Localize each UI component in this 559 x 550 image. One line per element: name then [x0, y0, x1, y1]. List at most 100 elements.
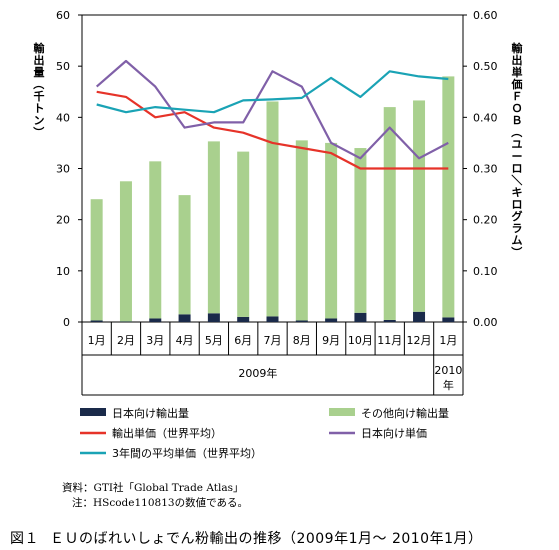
category-label: 8月 [293, 334, 311, 347]
category-label: 3月 [146, 334, 164, 347]
legend-label: その他向け輸出量 [361, 406, 449, 420]
left-tick-label: 10 [56, 265, 70, 278]
left-tick-label: 40 [56, 111, 70, 124]
bar-japan-export [178, 314, 191, 322]
axis-title-char: 出 [34, 53, 45, 67]
bar-other-export [442, 76, 455, 318]
legend-other-export: その他向け輸出量 [329, 406, 449, 420]
category-label: 9月 [322, 334, 340, 347]
axis-title-char: 価 [511, 77, 523, 91]
legend-label: 日本向け輸出量 [112, 406, 189, 420]
bar-japan-export [413, 311, 426, 322]
category-label: 11月 [377, 334, 402, 347]
right-tick-label: 0.00 [473, 316, 498, 329]
axis-title-char: ト [34, 102, 45, 115]
category-label: 2月 [117, 334, 135, 347]
chart-bars [90, 76, 455, 322]
bar-other-export [178, 195, 191, 315]
line-world-avg-price [96, 90, 449, 170]
right-tick-label: 0.40 [473, 111, 498, 124]
bar-other-export [413, 100, 426, 312]
figure-number: 図１ [10, 531, 39, 547]
bar-japan-export [207, 313, 220, 322]
bar-other-export [266, 101, 279, 317]
legend-3yr-avg-price: 3年間の平均単価（世界平均） [80, 446, 262, 460]
category-label: 4月 [176, 334, 194, 347]
line-3yr-avg-price [96, 70, 449, 114]
figure-caption: 図１ ＥＵのばれいしょでん粉輸出の推移（2009年1月～ 2010年1月） [10, 528, 488, 548]
legend-label: 輸出単価（世界平均） [112, 426, 222, 440]
axis-title-char: ロ [512, 162, 523, 175]
bar-other-export [149, 161, 162, 319]
axis-title-char: Ｂ [512, 114, 523, 127]
legend-swatch [80, 408, 106, 416]
category-label: 1月 [439, 334, 457, 347]
y-axis-labels: 0 10 20 30 40 50 60 0.00 0.10 0.20 0.30 0.40 0.50 0.6… [32, 9, 524, 329]
axis-title-char: ロ [512, 198, 523, 211]
bar-other-export [383, 107, 396, 320]
left-tick-label: 50 [56, 60, 70, 73]
note-line: 注：HScode110813の数値である。 [72, 497, 248, 509]
legend-japan-price: 日本向け単価 [329, 426, 427, 440]
right-tick-label: 0.30 [473, 163, 498, 176]
legend-japan-export: 日本向け輸出量 [80, 406, 189, 420]
category-label: 10月 [348, 334, 373, 347]
axis-title-char: ユ [512, 138, 523, 151]
axis-title-char: 千 [34, 89, 45, 103]
axis-title-char: ） [510, 247, 523, 258]
category-label: 1月 [88, 334, 106, 347]
bar-japan-export [383, 319, 396, 322]
bar-japan-export [295, 320, 308, 322]
right-tick-label: 0.20 [473, 214, 498, 227]
category-label: 6月 [234, 334, 252, 347]
right-tick-label: 0.10 [473, 265, 498, 278]
bar-other-export [119, 181, 132, 322]
bar-japan-export [325, 318, 338, 322]
x-axis-labels: 1月 2月 3月 4月 5月 6月 7月 8月 9月 10月 11月 12月 1月 2009年 2010年 [88, 334, 463, 392]
right-tick-label: 0.50 [473, 60, 498, 73]
category-label: 5月 [205, 334, 223, 347]
source-line: 資料：GTI社「Global Trade Atlas」 [62, 482, 244, 494]
category-label: 12月 [407, 334, 432, 347]
bar-other-export [354, 148, 367, 313]
axis-title-char: （ [32, 79, 45, 90]
axis-title-char: ン [34, 114, 45, 127]
legend-label: 3年間の平均単価（世界平均） [112, 446, 262, 460]
bar-japan-export [90, 320, 103, 322]
axis-title-char: ラ [512, 222, 523, 235]
axis-title-char: 輸 [512, 41, 524, 55]
legend-swatch [329, 408, 355, 416]
source-note: 資料：GTI社「Global Trade Atlas」 注：HScode1108… [62, 481, 248, 511]
bar-other-export [90, 199, 103, 321]
left-axis-title: 輸出量（千トン） [32, 41, 46, 138]
axis-title-char: （ [510, 127, 523, 138]
bar-other-export [237, 151, 250, 317]
year-label-2010: 2010 [434, 364, 462, 377]
bar-japan-export [442, 317, 455, 322]
year-label-2010-suffix: 年 [443, 378, 454, 392]
axis-title-char: ） [32, 127, 45, 138]
axis-title-char: 出 [512, 53, 523, 67]
bar-japan-export [237, 316, 250, 322]
left-tick-label: 60 [56, 9, 70, 22]
line-japan-price [95, 59, 449, 160]
axis-title-char: ー [512, 150, 523, 163]
axis-title-char: Ｏ [512, 102, 523, 115]
bar-japan-export [354, 312, 367, 322]
chart-lines [95, 59, 449, 170]
axis-title-char: Ｆ [512, 90, 523, 103]
axis-title-char: 単 [512, 65, 523, 79]
axis-title-char: ム [512, 234, 523, 247]
axis-title-char: グ [512, 209, 523, 223]
bar-other-export [207, 141, 220, 314]
figure-title: ＥＵのばれいしょでん粉輸出の推移（2009年1月～ 2010年1月） [49, 531, 483, 547]
year-label-2009: 2009年 [238, 366, 277, 380]
bar-japan-export [266, 316, 279, 322]
bar-japan-export [149, 318, 162, 322]
right-tick-label: 0.60 [473, 9, 498, 22]
axis-title-char: ／ [510, 175, 523, 186]
left-tick-label: 20 [56, 214, 70, 227]
